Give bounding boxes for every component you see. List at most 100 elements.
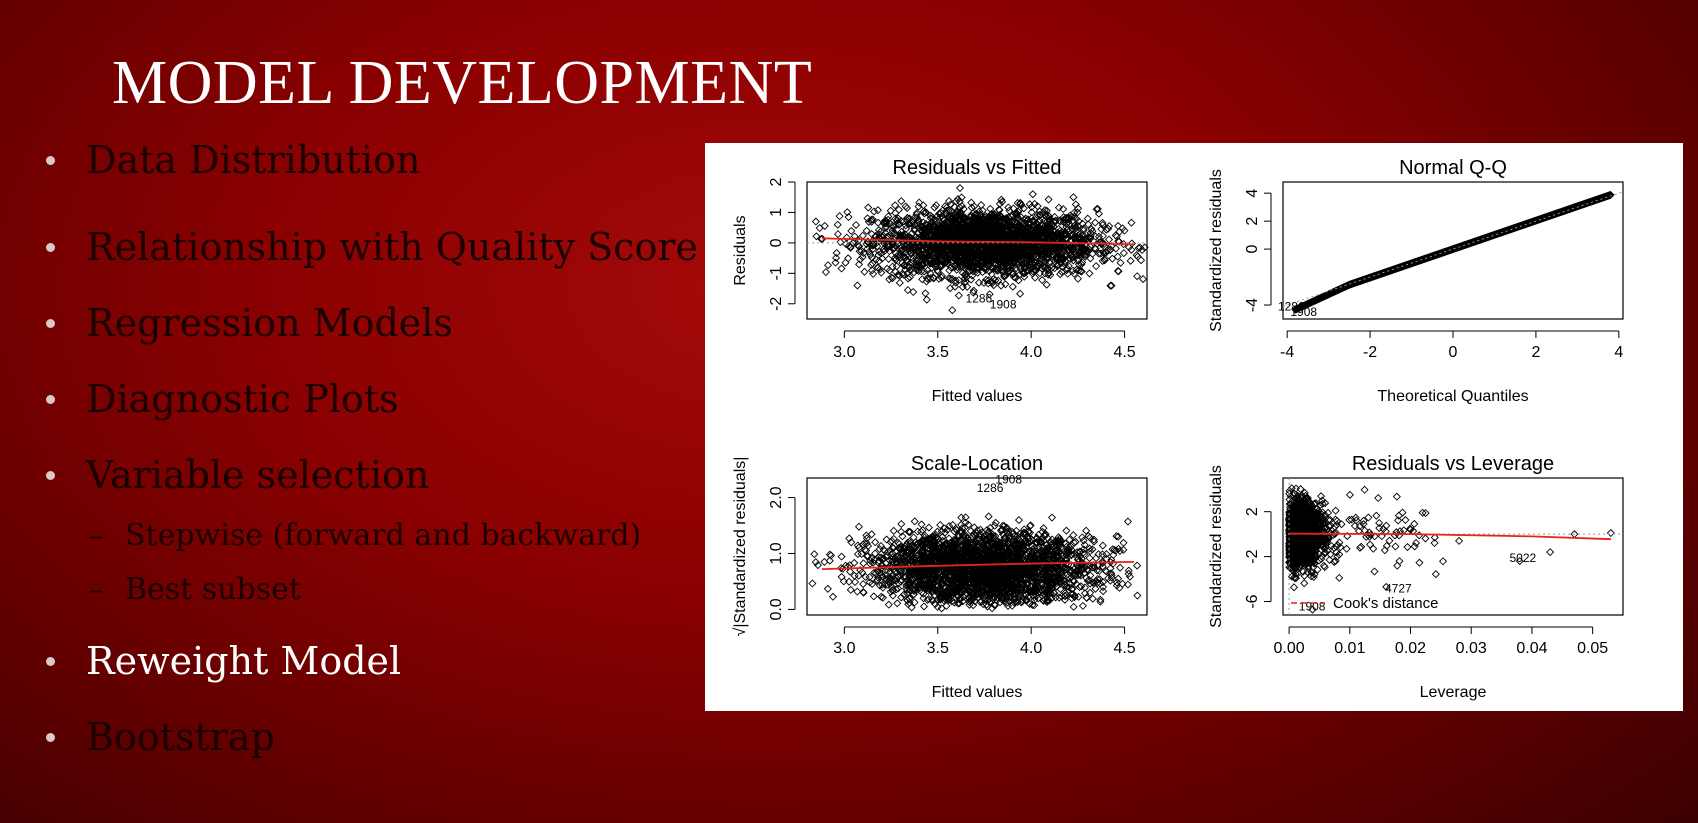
data-point xyxy=(923,266,932,275)
data-point xyxy=(1016,221,1025,230)
data-point xyxy=(956,228,965,237)
data-point xyxy=(1001,280,1010,289)
data-point xyxy=(1119,240,1128,249)
data-point xyxy=(974,278,984,287)
data-point xyxy=(1067,212,1076,221)
data-point xyxy=(1000,272,1009,281)
data-point xyxy=(965,266,974,275)
data-point xyxy=(842,233,851,242)
data-point xyxy=(1016,289,1025,298)
data-point xyxy=(1078,601,1087,610)
data-point xyxy=(910,244,919,253)
data-point xyxy=(945,231,954,240)
data-point xyxy=(1078,258,1087,267)
data-point xyxy=(1076,238,1085,247)
data-point xyxy=(994,214,1003,223)
data-point xyxy=(999,258,1008,267)
data-point xyxy=(1025,218,1035,228)
data-point xyxy=(948,229,957,238)
y-axis-label: Residuals xyxy=(732,215,749,285)
data-point xyxy=(1073,229,1082,238)
data-point xyxy=(939,239,948,248)
plot-title: Normal Q-Q xyxy=(1399,157,1507,179)
data-point xyxy=(1023,267,1032,276)
data-point xyxy=(1013,198,1022,207)
y-axis-label: √|Standardized residuals| xyxy=(732,457,749,637)
data-point xyxy=(924,251,933,261)
data-point xyxy=(879,231,888,240)
data-point xyxy=(904,274,913,283)
data-point xyxy=(926,240,935,249)
data-point xyxy=(865,247,874,256)
data-point xyxy=(1105,222,1114,231)
data-point xyxy=(1037,225,1046,234)
bullet-dot xyxy=(46,732,55,742)
data-point xyxy=(1107,242,1116,251)
data-point xyxy=(1011,273,1020,283)
data-point xyxy=(934,274,943,283)
data-point xyxy=(1106,246,1115,255)
data-point xyxy=(953,248,962,257)
data-point xyxy=(966,219,975,228)
data-point xyxy=(979,253,988,262)
data-point xyxy=(899,232,908,241)
data-point xyxy=(1098,220,1107,229)
data-point xyxy=(855,260,864,269)
data-point xyxy=(946,200,955,209)
data-point xyxy=(1040,263,1049,273)
sub-marker: – xyxy=(89,573,103,606)
data-point xyxy=(994,205,1004,214)
data-point xyxy=(1079,231,1088,240)
data-point xyxy=(918,275,927,284)
data-point xyxy=(937,262,946,271)
data-point xyxy=(844,254,853,263)
data-point xyxy=(948,223,957,232)
data-point xyxy=(874,218,883,227)
data-point xyxy=(982,275,991,284)
data-point xyxy=(1032,245,1042,254)
data-point xyxy=(1088,227,1097,236)
data-point xyxy=(934,232,943,241)
data-point xyxy=(888,240,897,249)
data-point xyxy=(929,273,938,282)
data-point xyxy=(943,219,952,228)
data-point xyxy=(919,207,928,216)
data-point xyxy=(989,264,998,273)
data-point xyxy=(888,262,897,271)
y-tick-label: 2 xyxy=(768,177,785,186)
data-point xyxy=(850,558,859,567)
data-point xyxy=(931,254,940,263)
data-point xyxy=(1004,249,1013,258)
data-point xyxy=(1027,208,1036,217)
data-point xyxy=(1076,267,1085,276)
bullet-text: Relationship with Quality Score xyxy=(86,225,698,269)
x-tick-label: 3.0 xyxy=(833,344,855,361)
data-point xyxy=(863,244,872,253)
data-point xyxy=(1031,273,1040,282)
data-point xyxy=(1017,201,1026,210)
data-point xyxy=(1040,206,1049,215)
data-point xyxy=(945,197,954,206)
data-point xyxy=(951,261,960,270)
data-point xyxy=(1124,243,1133,252)
data-point xyxy=(1127,245,1136,254)
data-point xyxy=(863,214,872,223)
data-point xyxy=(1061,214,1070,223)
data-point xyxy=(875,265,885,274)
data-point xyxy=(972,227,982,236)
data-point xyxy=(889,526,898,535)
data-point xyxy=(916,248,925,257)
data-point xyxy=(1019,242,1028,251)
data-point xyxy=(1005,206,1014,215)
data-point xyxy=(1073,208,1082,217)
data-point xyxy=(859,580,868,589)
data-point xyxy=(899,217,908,226)
data-point xyxy=(876,227,885,236)
data-point xyxy=(1138,245,1147,255)
data-point xyxy=(936,213,945,222)
data-point xyxy=(1014,276,1023,285)
data-point xyxy=(1046,230,1055,239)
data-point xyxy=(891,255,900,264)
data-point xyxy=(974,229,983,238)
data-point xyxy=(1076,229,1085,238)
